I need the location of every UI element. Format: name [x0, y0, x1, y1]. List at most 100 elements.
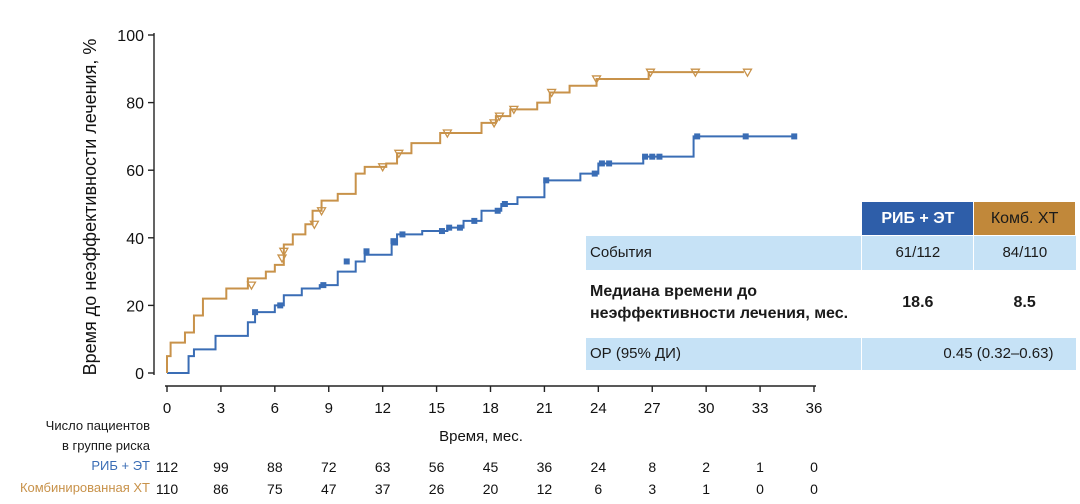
x-tick-label: 30 — [698, 400, 715, 417]
y-tick-label: 60 — [126, 163, 144, 180]
summary-table: РИБ + ЭТ Комб. ХТ События 61/112 84/110 … — [586, 201, 1076, 370]
median-chem: 8.5 — [973, 269, 1076, 338]
y-tick-label: 0 — [135, 366, 144, 383]
censor-marker-ribe — [446, 224, 453, 231]
summary-header-empty — [586, 201, 862, 236]
censor-marker-ribe — [606, 160, 613, 167]
censor-marker-ribe — [642, 153, 649, 160]
x-tick-label: 3 — [217, 400, 225, 417]
risk-table-title-line1: Число пациентов — [45, 418, 150, 433]
events-ribe: 61/112 — [861, 235, 974, 270]
risk-value: 20 — [483, 481, 499, 497]
censor-marker-chem — [393, 149, 404, 159]
hr-label: ОР (95% ДИ) — [586, 337, 862, 370]
x-tick-label: 6 — [271, 400, 279, 417]
x-tick-label: 36 — [806, 400, 823, 417]
x-tick-label: 24 — [590, 400, 607, 417]
risk-value: 26 — [429, 481, 445, 497]
y-axis: 0 20 40 60 80 100 — [117, 28, 155, 383]
risk-value: 0 — [810, 481, 818, 497]
median-ribe: 18.6 — [861, 269, 974, 338]
censor-marker-ribe — [494, 207, 501, 214]
censor-marker-chem — [742, 68, 753, 78]
risk-value: 1 — [702, 481, 710, 497]
series-line-0 — [167, 135, 797, 374]
censor-marker-chem — [278, 247, 289, 257]
risk-value: 1 — [756, 459, 764, 475]
summary-header-row: РИБ + ЭТ Комб. ХТ — [586, 201, 1076, 236]
censor-marker-chem — [246, 281, 257, 291]
x-tick-label: 9 — [325, 400, 333, 417]
events-chem: 84/110 — [973, 235, 1076, 270]
x-axis-label: Время, мес. — [439, 428, 523, 445]
censor-marker-ribe — [791, 133, 798, 140]
risk-value: 37 — [375, 481, 391, 497]
censor-marker-ribe — [742, 133, 749, 140]
censor-marker-chem — [494, 112, 505, 122]
censor-marker-chem — [690, 68, 701, 78]
censor-marker-ribe — [343, 258, 350, 265]
censor-marker-ribe — [591, 170, 598, 177]
risk-value: 86 — [213, 481, 229, 497]
x-tick-label: 18 — [482, 400, 499, 417]
risk-value: 24 — [591, 459, 607, 475]
risk-value: 12 — [537, 481, 553, 497]
censor-marker-chem — [276, 254, 288, 264]
summary-row-hr: ОР (95% ДИ) 0.45 (0.32–0.63) — [586, 337, 1076, 370]
x-tick-label: 27 — [644, 400, 661, 417]
series-line-1 — [166, 71, 744, 373]
risk-value: 0 — [810, 459, 818, 475]
hr-value: 0.45 (0.32–0.63) — [861, 337, 1076, 370]
summary-col-ribe: РИБ + ЭТ — [861, 201, 975, 236]
summary-row-median: Медиана времени до неэффективности лечен… — [586, 269, 1076, 338]
censor-marker-ribe — [320, 282, 327, 289]
x-tick-label: 0 — [163, 400, 171, 417]
x-tick-label: 21 — [536, 400, 553, 417]
censor-marker-chem — [377, 163, 388, 173]
y-axis-label: Время до неэффективности лечения, % — [80, 39, 100, 376]
plot-markers — [246, 68, 798, 316]
censor-marker-ribe — [399, 231, 406, 238]
risk-value: 63 — [375, 459, 391, 475]
censor-marker-chem — [546, 88, 557, 98]
risk-value: 2 — [702, 459, 710, 475]
risk-value: 72 — [321, 459, 337, 475]
censor-marker-ribe — [252, 309, 259, 316]
risk-value: 45 — [483, 459, 499, 475]
risk-value: 56 — [429, 459, 445, 475]
censor-marker-ribe — [438, 228, 445, 235]
censor-marker-chem — [316, 207, 327, 217]
x-tick-label: 12 — [374, 400, 391, 417]
risk-value: 3 — [648, 481, 656, 497]
risk-value: 8 — [648, 459, 656, 475]
censor-marker-ribe — [471, 217, 478, 224]
risk-value: 110 — [156, 481, 179, 497]
censor-marker-ribe — [277, 302, 284, 309]
y-tick-label: 40 — [126, 231, 144, 248]
risk-value: 99 — [213, 459, 229, 475]
risk-value: 75 — [267, 481, 283, 497]
risk-label-chem: Комбинированная ХТ — [19, 480, 150, 495]
censor-marker-chem — [591, 75, 602, 85]
risk-value: 6 — [594, 481, 602, 497]
risk-value: 36 — [537, 459, 553, 475]
censor-marker-chem — [442, 129, 453, 139]
y-tick-label: 100 — [117, 28, 144, 45]
censor-marker-chem — [508, 105, 519, 115]
censor-marker-chem — [645, 68, 656, 78]
censor-marker-ribe — [390, 238, 397, 245]
risk-value: 0 — [756, 481, 764, 497]
censor-marker-ribe — [649, 153, 656, 160]
censor-marker-ribe — [363, 248, 370, 255]
censor-marker-ribe — [656, 153, 663, 160]
risk-table-title-line2: в группе риска — [62, 438, 150, 453]
x-tick-label: 33 — [752, 400, 769, 417]
median-label: Медиана времени до неэффективности лечен… — [586, 269, 862, 338]
y-tick-label: 80 — [126, 96, 144, 113]
summary-row-events: События 61/112 84/110 — [586, 235, 1076, 270]
events-label: События — [586, 235, 862, 270]
x-tick-label: 15 — [428, 400, 445, 417]
censor-marker-ribe — [598, 160, 605, 167]
